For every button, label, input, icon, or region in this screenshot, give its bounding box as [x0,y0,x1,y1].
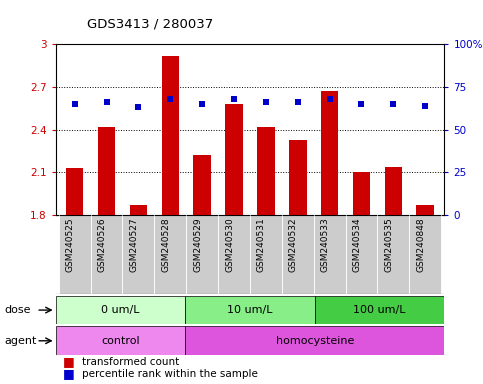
Text: ■: ■ [63,355,74,368]
Bar [185,296,315,324]
Bar [56,326,185,355]
Bar [66,168,84,215]
Text: GSM240535: GSM240535 [384,217,393,272]
Bar [155,215,186,294]
Point [135,104,142,111]
Bar [257,127,275,215]
Text: homocysteine: homocysteine [276,336,354,346]
Text: GSM240534: GSM240534 [353,217,361,272]
Text: GSM240527: GSM240527 [129,217,139,272]
Bar [98,127,115,215]
Point [357,101,365,107]
Text: GDS3413 / 280037: GDS3413 / 280037 [87,17,213,30]
Bar [59,215,91,294]
Text: agent: agent [5,336,37,346]
Text: GSM240530: GSM240530 [225,217,234,272]
Point [230,96,238,102]
Point [71,101,79,107]
Bar [161,56,179,215]
Bar [282,215,313,294]
Text: GSM240848: GSM240848 [416,217,425,272]
Bar [123,215,155,294]
Text: GSM240533: GSM240533 [321,217,329,272]
Text: ■: ■ [63,367,74,381]
Bar [345,215,377,294]
Bar [185,326,444,355]
Text: GSM240529: GSM240529 [193,217,202,272]
Point [103,99,111,105]
Text: percentile rank within the sample: percentile rank within the sample [82,369,258,379]
Bar [56,296,185,324]
Text: dose: dose [5,305,31,315]
Text: GSM240532: GSM240532 [289,217,298,272]
Point [294,99,301,105]
Text: 0 um/L: 0 um/L [101,305,140,315]
Point [262,99,270,105]
Bar [289,139,307,215]
Bar [416,205,434,215]
Text: GSM240525: GSM240525 [66,217,75,272]
Text: GSM240528: GSM240528 [161,217,170,272]
Bar [377,215,409,294]
Text: 100 um/L: 100 um/L [353,305,406,315]
Bar [225,104,243,215]
Text: GSM240526: GSM240526 [98,217,107,272]
Bar [313,215,345,294]
Bar [353,172,370,215]
Text: 10 um/L: 10 um/L [227,305,273,315]
Text: GSM240531: GSM240531 [257,217,266,272]
Bar [186,215,218,294]
Bar [321,91,339,215]
Bar [315,296,444,324]
Point [421,103,429,109]
Point [167,96,174,102]
Point [389,101,397,107]
Bar [193,155,211,215]
Bar [129,205,147,215]
Bar [218,215,250,294]
Text: transformed count: transformed count [82,357,179,367]
Bar [384,167,402,215]
Point [199,101,206,107]
Text: control: control [101,336,140,346]
Bar [91,215,123,294]
Bar [250,215,282,294]
Point [326,96,333,102]
Bar [409,215,441,294]
